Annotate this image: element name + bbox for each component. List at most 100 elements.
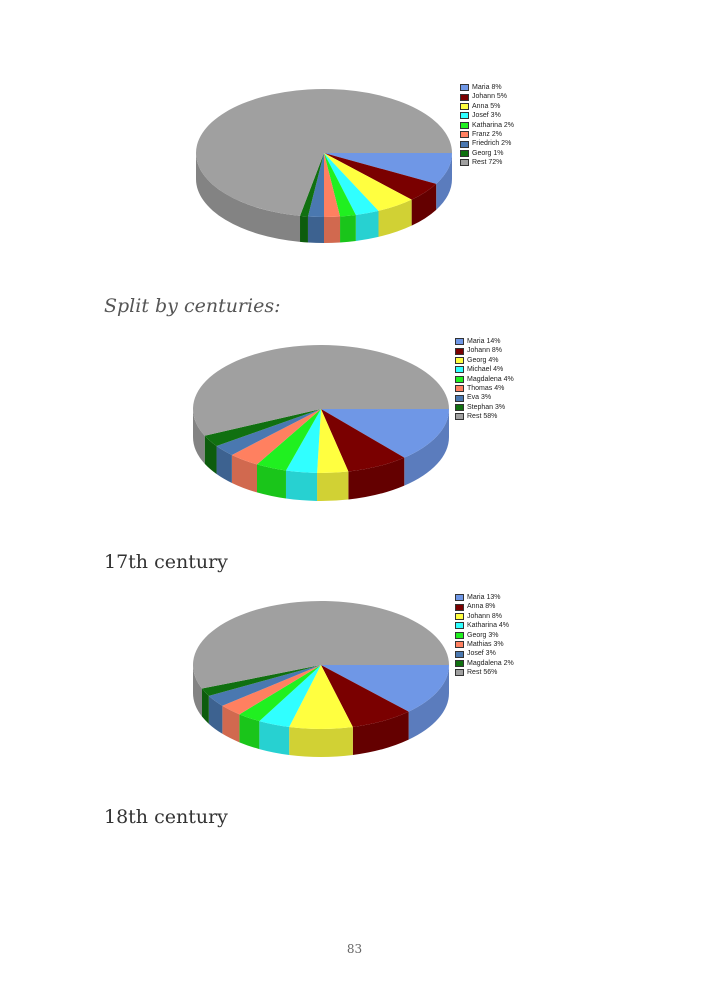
legend-item: Michael 4% (455, 365, 514, 374)
legend-label: Friedrich 2% (472, 140, 512, 148)
pie-side-franz (324, 216, 341, 243)
legend-label: Josef 3% (472, 112, 501, 120)
legend-label: Anna 5% (472, 102, 501, 110)
legend-swatch (455, 413, 464, 421)
legend-item: Maria 13% (455, 593, 514, 602)
pie-side-anna (378, 199, 412, 237)
pie-chart-17th-century: Maria 14% Johann 8% Georg 4% Michael 4% Magd… (0, 326, 709, 526)
legend-item: Friedrich 2% (460, 139, 514, 148)
legend-item: Magdalena 2% (455, 659, 514, 668)
chart-legend: Maria 14% Johann 8% Georg 4% Michael 4% Magd… (455, 337, 514, 422)
legend-item: Katharina 2% (460, 121, 514, 130)
legend-label: Johann 8% (467, 612, 503, 620)
legend-label: Stephan 3% (467, 403, 506, 411)
legend-swatch (460, 93, 469, 101)
legend-label: Georg 3% (467, 631, 499, 639)
legend-item: Mathias 3% (455, 640, 514, 649)
pie-side-maria (404, 409, 449, 486)
pie-side-anna (352, 711, 409, 755)
legend-label: Josef 3% (467, 650, 496, 658)
legend-item: Stephan 3% (455, 403, 514, 412)
legend-label: Maria 8% (472, 84, 502, 91)
pie-side-georg (317, 471, 349, 501)
legend-swatch (460, 102, 469, 110)
legend-swatch (460, 140, 469, 148)
pie-side-rest (193, 665, 202, 717)
legend-label: Rest 58% (467, 413, 498, 421)
legend-item: Josef 3% (455, 649, 514, 658)
pie-side-thomas (231, 454, 257, 493)
legend-item: Maria 14% (455, 337, 514, 346)
legend-item: Anna 8% (455, 602, 514, 611)
pie-side-rest (196, 153, 301, 242)
legend-swatch (455, 622, 464, 630)
legend-item: Rest 58% (455, 412, 514, 421)
legend-swatch (455, 347, 464, 355)
pie-side-josef (208, 695, 223, 734)
legend-item: Johann 5% (460, 92, 514, 101)
pie-slice-rest (193, 345, 449, 436)
legend-swatch (460, 121, 469, 129)
pie-slice-maria (321, 665, 449, 712)
pie-slice-rest (193, 601, 449, 689)
page-number: 83 (346, 942, 363, 956)
pie-side-johann (348, 457, 405, 500)
legend-swatch (455, 385, 464, 393)
pie-chart-overall: Maria 8% Johann 5% Anna 5% Josef 3% Katharin… (0, 70, 709, 270)
pie-chart-18th-century: Maria 13% Anna 8% Johann 8% Katharina 4% Geo… (0, 582, 709, 782)
heading-17th-century: 17th century (104, 551, 228, 573)
chart-legend: Maria 8% Johann 5% Anna 5% Josef 3% Katharin… (460, 83, 514, 168)
legend-label: Johann 5% (472, 93, 508, 101)
pie-side-katharina (259, 721, 290, 755)
pie-slice-johann (321, 409, 405, 472)
legend-label: Georg 4% (467, 356, 499, 364)
legend-swatch (460, 112, 469, 120)
legend-label: Michael 4% (467, 366, 504, 374)
pie-side-michael (285, 470, 318, 501)
pie-side-katharina (340, 214, 356, 243)
legend-item: Rest 56% (455, 668, 514, 677)
pie-slice-georg (317, 409, 349, 473)
pie-side-josef (355, 210, 379, 241)
pie-side-johann (411, 183, 437, 226)
legend-swatch (455, 394, 464, 402)
legend-label: Katharina 2% (472, 121, 515, 129)
legend-item: Franz 2% (460, 130, 514, 139)
heading-18th-century: 18th century (104, 806, 228, 828)
pie-slice-maria (321, 409, 449, 458)
pie-side-maria (408, 665, 449, 740)
legend-swatch (455, 366, 464, 374)
pie-side-mathias (222, 705, 240, 743)
legend-label: Maria 13% (467, 594, 501, 601)
pie-side-friedrich (307, 216, 324, 243)
legend-label: Maria 14% (467, 338, 501, 345)
pie-slice-thomas (231, 409, 321, 465)
legend-swatch (455, 403, 464, 411)
legend-label: Katharina 4% (467, 622, 510, 630)
pie-side-rest (193, 409, 205, 464)
pie-slice-katharina (324, 153, 356, 217)
pie-side-maria (436, 153, 452, 210)
legend-label: Magdalena 2% (467, 659, 514, 667)
pie-slice-magdalena (201, 665, 321, 696)
legend-swatch (455, 631, 464, 639)
legend-swatch (455, 650, 464, 658)
legend-item: Maria 8% (460, 83, 514, 92)
legend-label: Rest 72% (472, 159, 503, 167)
legend-label: Eva 3% (467, 394, 492, 402)
legend-item: Thomas 4% (455, 384, 514, 393)
pie-slice-anna (324, 153, 412, 211)
legend-item: Katharina 4% (455, 621, 514, 630)
pie-slice-franz (324, 153, 341, 217)
legend-swatch (455, 594, 464, 602)
pie-side-magdalena (201, 688, 209, 724)
pie-slice-rest (195, 88, 452, 216)
legend-item: Georg 4% (455, 356, 514, 365)
legend-swatch (455, 338, 464, 346)
legend-item: Eva 3% (455, 393, 514, 402)
legend-label: Anna 8% (467, 603, 496, 611)
pie-side-magdalena (257, 464, 286, 499)
legend-swatch (460, 131, 469, 139)
legend-swatch (460, 149, 469, 157)
legend-label: Thomas 4% (467, 384, 505, 392)
